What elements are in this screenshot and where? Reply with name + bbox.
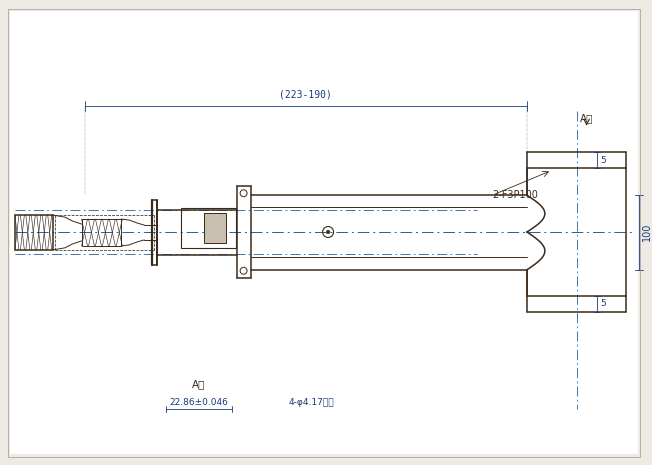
Bar <box>204 213 226 243</box>
Text: A向: A向 <box>192 379 205 389</box>
Text: 4-φ4.17深向: 4-φ4.17深向 <box>288 398 334 406</box>
Text: (223-190): (223-190) <box>279 90 332 100</box>
Text: 22.86±0.046: 22.86±0.046 <box>170 398 228 406</box>
Bar <box>15 215 53 250</box>
Bar <box>181 208 235 248</box>
Text: 2-F3P100: 2-F3P100 <box>492 190 538 200</box>
Text: 100: 100 <box>642 223 652 241</box>
Text: 5: 5 <box>600 299 606 308</box>
Text: 5: 5 <box>600 156 606 165</box>
Text: A向: A向 <box>580 113 593 124</box>
Circle shape <box>326 230 330 234</box>
Bar <box>82 219 121 246</box>
